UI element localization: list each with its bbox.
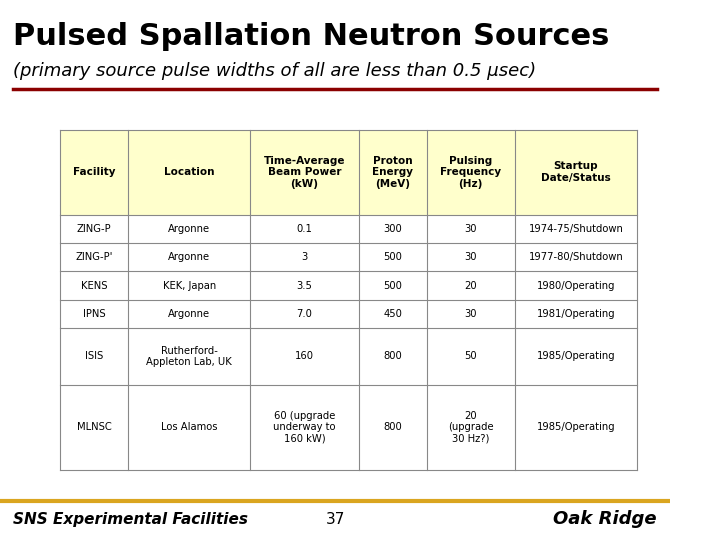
Text: 1981/Operating: 1981/Operating	[536, 309, 615, 319]
Text: 800: 800	[383, 352, 402, 361]
Text: 1985/Operating: 1985/Operating	[536, 422, 615, 433]
Text: IPNS: IPNS	[83, 309, 106, 319]
Text: 30: 30	[464, 309, 477, 319]
Text: Argonne: Argonne	[168, 309, 210, 319]
Text: 450: 450	[383, 309, 402, 319]
Text: 1977-80/Shutdown: 1977-80/Shutdown	[528, 252, 624, 262]
Text: ZING-P: ZING-P	[77, 224, 112, 234]
Text: 0.1: 0.1	[297, 224, 312, 234]
Text: 160: 160	[295, 352, 314, 361]
Text: 500: 500	[383, 280, 402, 291]
Text: 20: 20	[464, 280, 477, 291]
Text: ISIS: ISIS	[85, 352, 104, 361]
Text: 50: 50	[464, 352, 477, 361]
Text: Argonne: Argonne	[168, 224, 210, 234]
Text: 60 (upgrade
underway to
160 kW): 60 (upgrade underway to 160 kW)	[274, 411, 336, 444]
Text: Location: Location	[164, 167, 215, 177]
Text: Proton
Energy
(MeV): Proton Energy (MeV)	[372, 156, 413, 188]
Text: 30: 30	[464, 224, 477, 234]
Text: MLNSC: MLNSC	[77, 422, 112, 433]
Bar	[60, 130, 637, 214]
Text: 800: 800	[383, 422, 402, 433]
Text: SNS Experimental Facilities: SNS Experimental Facilities	[14, 512, 248, 527]
Text: 300: 300	[383, 224, 402, 234]
Text: 500: 500	[383, 252, 402, 262]
Text: 1980/Operating: 1980/Operating	[536, 280, 615, 291]
Text: Time-Average
Beam Power
(kW): Time-Average Beam Power (kW)	[264, 156, 346, 188]
Text: 3.5: 3.5	[297, 280, 312, 291]
Text: (primary source pulse widths of all are less than 0.5 μsec): (primary source pulse widths of all are …	[14, 62, 536, 80]
Text: ZING-P': ZING-P'	[76, 252, 113, 262]
Text: Argonne: Argonne	[168, 252, 210, 262]
Text: Pulsing
Frequency
(Hz): Pulsing Frequency (Hz)	[440, 156, 501, 188]
Bar	[60, 214, 637, 470]
Text: KENS: KENS	[81, 280, 107, 291]
Text: KEK, Japan: KEK, Japan	[163, 280, 216, 291]
Text: 7.0: 7.0	[297, 309, 312, 319]
Text: Facility: Facility	[73, 167, 115, 177]
Text: Oak Ridge: Oak Ridge	[554, 510, 657, 529]
Text: 37: 37	[325, 512, 345, 527]
Text: Los Alamos: Los Alamos	[161, 422, 217, 433]
Text: 20
(upgrade
30 Hz?): 20 (upgrade 30 Hz?)	[448, 411, 493, 444]
Text: Startup
Date/Status: Startup Date/Status	[541, 161, 611, 183]
Text: Rutherford-
Appleton Lab, UK: Rutherford- Appleton Lab, UK	[146, 346, 232, 367]
Text: 1985/Operating: 1985/Operating	[536, 352, 615, 361]
Text: 1974-75/Shutdown: 1974-75/Shutdown	[528, 224, 624, 234]
Text: 3: 3	[302, 252, 307, 262]
Text: 30: 30	[464, 252, 477, 262]
Text: Pulsed Spallation Neutron Sources: Pulsed Spallation Neutron Sources	[14, 22, 610, 51]
